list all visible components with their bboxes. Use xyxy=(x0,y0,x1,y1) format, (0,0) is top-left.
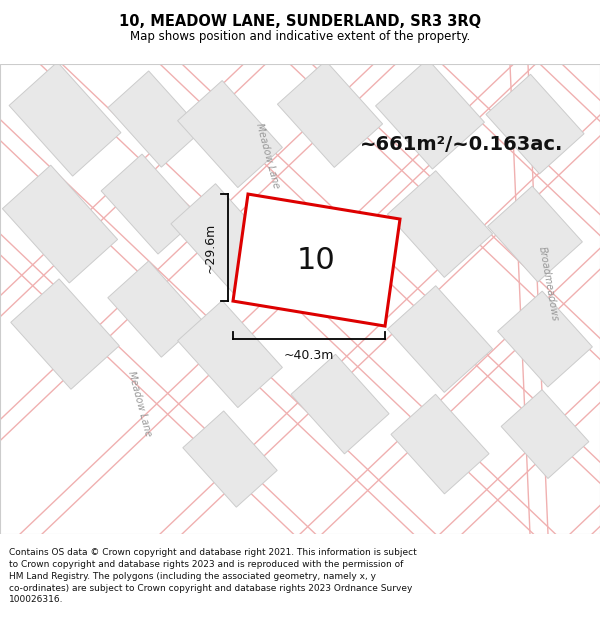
Polygon shape xyxy=(291,354,389,454)
Text: Meadow Lane: Meadow Lane xyxy=(127,370,154,438)
Polygon shape xyxy=(388,171,493,278)
Polygon shape xyxy=(171,184,279,294)
Polygon shape xyxy=(101,154,199,254)
Polygon shape xyxy=(486,74,584,174)
Polygon shape xyxy=(178,301,283,408)
Text: ~661m²/~0.163ac.: ~661m²/~0.163ac. xyxy=(360,134,563,154)
Polygon shape xyxy=(488,186,583,282)
Text: Contains OS data © Crown copyright and database right 2021. This information is : Contains OS data © Crown copyright and d… xyxy=(9,548,417,604)
Text: 10, MEADOW LANE, SUNDERLAND, SR3 3RQ: 10, MEADOW LANE, SUNDERLAND, SR3 3RQ xyxy=(119,14,481,29)
Text: ~29.6m: ~29.6m xyxy=(204,222,217,272)
Text: Map shows position and indicative extent of the property.: Map shows position and indicative extent… xyxy=(130,30,470,43)
Polygon shape xyxy=(11,279,119,389)
Polygon shape xyxy=(233,194,400,326)
Text: ~40.3m: ~40.3m xyxy=(284,349,334,362)
Polygon shape xyxy=(277,61,383,168)
Polygon shape xyxy=(183,411,277,508)
Polygon shape xyxy=(178,81,283,188)
Text: 10: 10 xyxy=(297,246,336,274)
Polygon shape xyxy=(9,62,121,176)
Polygon shape xyxy=(497,291,592,387)
Polygon shape xyxy=(108,261,202,358)
Polygon shape xyxy=(108,71,202,168)
Polygon shape xyxy=(376,59,484,169)
Polygon shape xyxy=(391,394,489,494)
Polygon shape xyxy=(2,165,118,283)
Polygon shape xyxy=(501,389,589,479)
Polygon shape xyxy=(388,286,493,392)
Text: Meadow Lane: Meadow Lane xyxy=(254,121,281,189)
Text: Broadmeadows: Broadmeadows xyxy=(536,246,560,322)
